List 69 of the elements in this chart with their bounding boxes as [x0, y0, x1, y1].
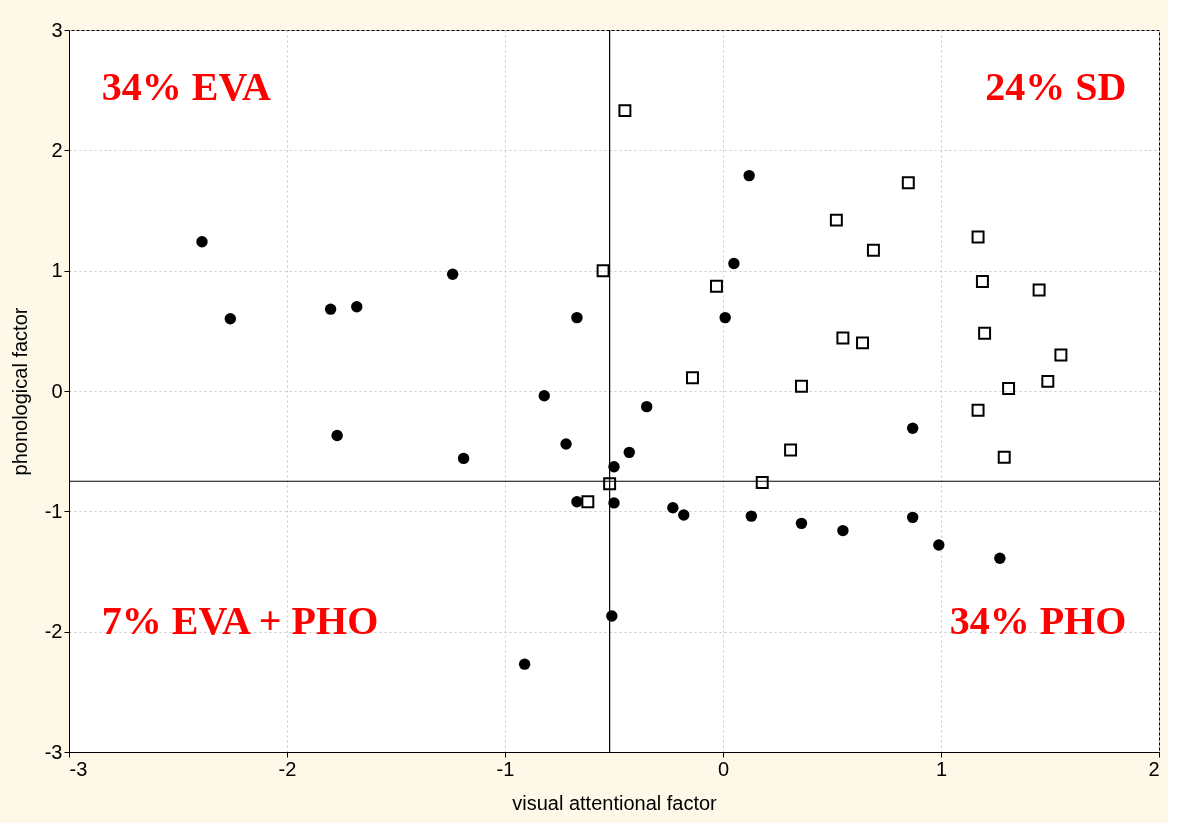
point	[997, 450, 1011, 464]
point	[978, 326, 992, 340]
point	[728, 257, 740, 270]
point	[686, 371, 699, 385]
point	[596, 264, 610, 278]
point	[745, 510, 758, 522]
point	[324, 303, 337, 315]
annotation: 7% EVA + PHO	[101, 598, 379, 644]
point	[608, 497, 620, 509]
y-tick-label: 0	[51, 379, 63, 402]
point	[719, 311, 731, 324]
point	[196, 236, 208, 248]
point	[538, 390, 550, 402]
point	[1032, 283, 1046, 297]
point	[784, 443, 798, 457]
point	[1041, 374, 1055, 388]
x-axis-title: visual attentional factor	[512, 791, 718, 814]
point	[971, 230, 985, 244]
point	[795, 379, 808, 393]
x-tick-label: -3	[69, 757, 88, 780]
point	[446, 268, 459, 280]
point	[560, 438, 572, 450]
x-tick-label: 2	[1148, 757, 1160, 780]
point	[457, 452, 470, 465]
point	[994, 552, 1006, 564]
point	[678, 509, 690, 521]
point	[906, 422, 919, 434]
y-tick-label: 3	[51, 18, 63, 41]
point	[1054, 348, 1068, 362]
point	[906, 511, 919, 524]
point	[856, 336, 869, 350]
point	[933, 539, 945, 551]
point	[571, 311, 583, 324]
point	[829, 213, 843, 227]
point	[623, 446, 635, 459]
x-tick-label: -2	[278, 757, 297, 780]
y-tick-label: 1	[51, 259, 63, 282]
point	[608, 461, 620, 473]
point	[667, 502, 679, 514]
point	[743, 169, 755, 182]
point	[755, 475, 769, 489]
point	[603, 477, 617, 491]
annotation: 34% PHO	[949, 598, 1127, 644]
x-tick-label: -1	[496, 757, 515, 780]
point	[901, 176, 915, 190]
point	[837, 524, 849, 537]
point	[836, 331, 850, 345]
x-tick-label: 1	[935, 757, 948, 780]
point	[975, 275, 989, 288]
annotation: 34% EVA	[101, 63, 272, 109]
y-tick-label: -1	[44, 499, 63, 522]
y-tick-label: -3	[44, 740, 63, 763]
point	[641, 400, 653, 413]
y-tick-label: 2	[51, 138, 63, 161]
point	[971, 403, 985, 417]
y-tick-label: -2	[44, 620, 63, 643]
point	[1002, 382, 1016, 396]
point	[331, 429, 343, 442]
point	[581, 495, 595, 509]
point	[351, 301, 363, 313]
point	[224, 313, 237, 325]
point	[795, 517, 808, 530]
point	[709, 279, 723, 293]
y-axis-title: phonological factor	[8, 307, 31, 476]
x-tick-label: 0	[717, 757, 730, 780]
point	[618, 104, 632, 118]
point	[518, 658, 531, 670]
annotation: 24% SD	[985, 63, 1127, 109]
point	[866, 243, 880, 257]
